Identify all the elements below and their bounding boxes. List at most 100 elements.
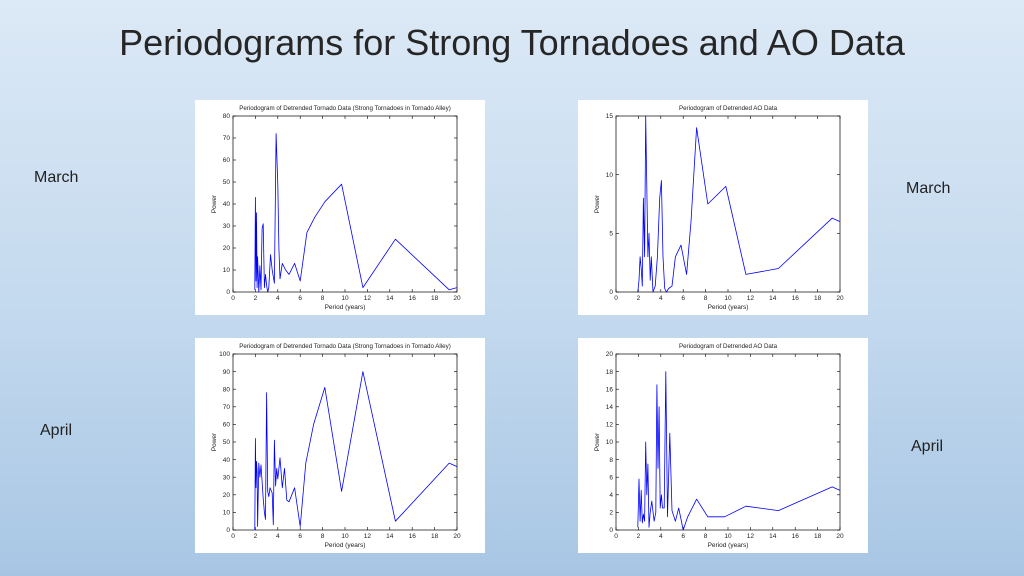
x-tick-label: 2 (637, 533, 641, 540)
y-tick-label: 12 (606, 422, 614, 429)
series-line (254, 133, 458, 293)
x-tick-label: 2 (637, 295, 641, 302)
series-line (637, 115, 841, 293)
x-tick-label: 4 (659, 533, 663, 540)
chart-tornado-march-svg: Periodogram of Detrended Tornado Data (S… (211, 105, 461, 311)
x-tick-label: 12 (747, 295, 755, 302)
x-tick-label: 6 (298, 533, 302, 540)
y-axis-label: Power (211, 432, 218, 451)
x-tick-label: 20 (836, 295, 844, 302)
x-tick-label: 16 (792, 295, 800, 302)
y-tick-label: 10 (606, 172, 614, 179)
chart-ao-march: Periodogram of Detrended AO Data 0 2 4 6 8 10 1… (578, 100, 868, 315)
y-tick-label: 15 (606, 113, 614, 120)
x-tick-label: 8 (704, 295, 708, 302)
x-tick-label: 20 (453, 533, 461, 540)
y-tick-label: 60 (223, 157, 231, 164)
y-tick-label: 10 (606, 439, 614, 446)
row-label-april-right: April (911, 438, 944, 455)
plot-area (232, 353, 458, 531)
y-tick-label: 5 (609, 231, 613, 238)
x-tick-label: 0 (231, 295, 235, 302)
y-tick-label: 50 (223, 439, 231, 446)
chart-title: Periodogram of Detrended AO Data (679, 343, 778, 350)
x-tick-label: 18 (431, 295, 439, 302)
y-tick-label: 14 (606, 404, 614, 411)
y-tick-label: 20 (223, 245, 231, 252)
x-tick-label: 16 (409, 533, 417, 540)
plot-area (615, 353, 841, 531)
y-tick-label: 6 (609, 474, 613, 481)
y-tick-label: 30 (223, 223, 231, 230)
x-tick-label: 2 (254, 533, 258, 540)
chart-tornado-march: Periodogram of Detrended Tornado Data (S… (195, 100, 485, 315)
x-tick-label: 14 (769, 533, 777, 540)
chart-tornado-april: Periodogram of Detrended Tornado Data (S… (195, 338, 485, 553)
y-tick-label: 20 (223, 492, 231, 499)
x-tick-label: 2 (254, 295, 258, 302)
y-tick-label: 0 (609, 527, 613, 534)
chart-title: Periodogram of Detrended Tornado Data (S… (239, 343, 451, 350)
y-tick-label: 50 (223, 179, 231, 186)
x-tick-label: 0 (614, 533, 618, 540)
y-tick-label: 0 (609, 289, 613, 296)
plot-area (615, 115, 841, 293)
y-tick-label: 80 (223, 113, 231, 120)
y-tick-label: 90 (223, 369, 231, 376)
x-tick-label: 0 (231, 533, 235, 540)
x-tick-label: 14 (386, 295, 394, 302)
y-tick-label: 100 (219, 351, 230, 358)
x-tick-label: 14 (769, 295, 777, 302)
x-axis-label: Period (years) (325, 304, 366, 311)
x-axis-label: Period (years) (708, 542, 749, 549)
x-tick-label: 4 (276, 533, 280, 540)
x-tick-label: 6 (681, 533, 685, 540)
chart-ao-march-svg: Periodogram of Detrended AO Data 0 2 4 6 8 10 1… (594, 105, 844, 311)
x-tick-label: 10 (341, 533, 349, 540)
x-tick-label: 18 (814, 295, 822, 302)
chart-ao-april: Periodogram of Detrended AO Data 0 2 4 6 8 10 1… (578, 338, 868, 553)
y-axis-label: Power (211, 194, 218, 213)
y-tick-label: 0 (226, 527, 230, 534)
y-tick-label: 70 (223, 135, 231, 142)
series-line (254, 371, 458, 531)
x-tick-label: 18 (814, 533, 822, 540)
x-tick-label: 4 (276, 295, 280, 302)
y-tick-label: 80 (223, 386, 231, 393)
x-tick-label: 12 (364, 533, 372, 540)
y-tick-label: 4 (609, 492, 613, 499)
y-tick-label: 40 (223, 457, 231, 464)
x-tick-label: 12 (747, 533, 755, 540)
x-tick-label: 4 (659, 295, 663, 302)
y-tick-label: 2 (609, 510, 613, 517)
y-tick-label: 16 (606, 386, 614, 393)
y-tick-label: 40 (223, 201, 231, 208)
y-tick-label: 0 (226, 289, 230, 296)
x-tick-label: 8 (321, 533, 325, 540)
x-tick-label: 20 (836, 533, 844, 540)
x-tick-label: 18 (431, 533, 439, 540)
y-axis-label: Power (594, 194, 601, 213)
y-tick-label: 18 (606, 369, 614, 376)
y-axis-label: Power (594, 432, 601, 451)
chart-tornado-april-svg: Periodogram of Detrended Tornado Data (S… (211, 343, 461, 549)
chart-title: Periodogram of Detrended Tornado Data (S… (239, 105, 451, 112)
x-tick-label: 8 (321, 295, 325, 302)
row-label-april-left: April (40, 422, 73, 439)
x-tick-label: 6 (298, 295, 302, 302)
x-tick-label: 20 (453, 295, 461, 302)
y-tick-label: 70 (223, 404, 231, 411)
row-label-march-left: March (34, 169, 79, 186)
y-tick-label: 30 (223, 474, 231, 481)
x-axis-label: Period (years) (708, 304, 749, 311)
y-tick-label: 8 (609, 457, 613, 464)
x-tick-label: 0 (614, 295, 618, 302)
series-line (637, 371, 841, 531)
row-label-march-right: March (906, 180, 951, 197)
chart-ao-april-svg: Periodogram of Detrended AO Data 0 2 4 6 8 10 1… (594, 343, 844, 549)
x-tick-label: 8 (704, 533, 708, 540)
x-tick-label: 16 (409, 295, 417, 302)
page-title: Periodograms for Strong Tornadoes and AO… (119, 22, 905, 63)
chart-title: Periodogram of Detrended AO Data (679, 105, 778, 112)
x-tick-label: 10 (724, 533, 732, 540)
